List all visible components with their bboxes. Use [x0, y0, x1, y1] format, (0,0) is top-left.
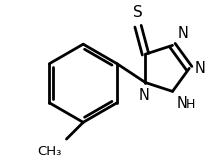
Text: N: N [195, 61, 206, 76]
Text: N: N [177, 26, 188, 41]
Text: CH₃: CH₃ [37, 145, 62, 158]
Text: H: H [186, 98, 195, 111]
Text: S: S [133, 5, 143, 20]
Text: N: N [176, 96, 187, 111]
Text: N: N [138, 88, 149, 103]
